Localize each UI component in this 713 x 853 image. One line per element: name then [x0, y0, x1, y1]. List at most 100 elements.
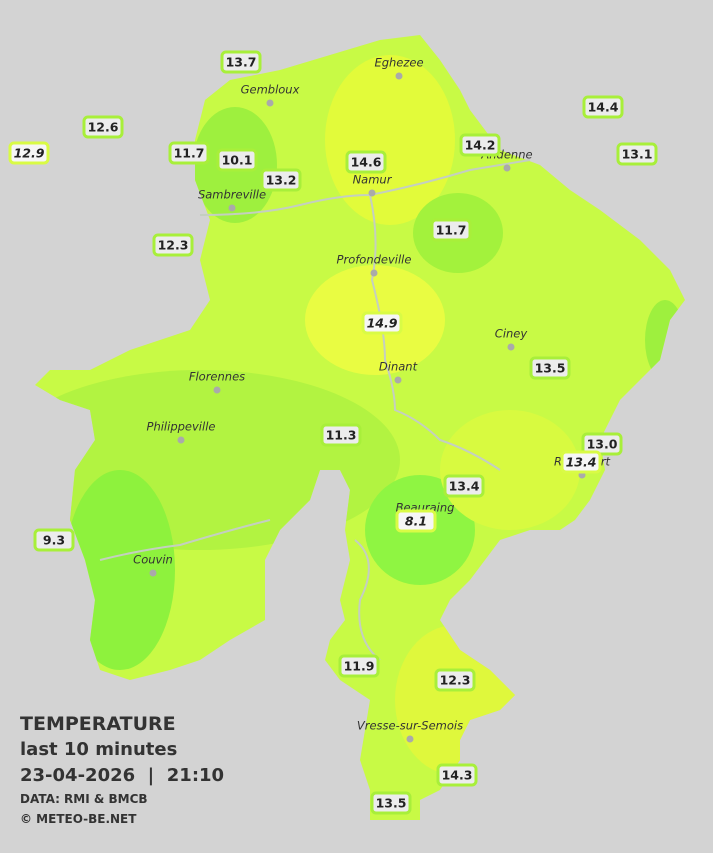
city-label: Dinant [379, 360, 418, 374]
station-box [581, 432, 623, 456]
station-box [338, 654, 380, 678]
station: 11.7 [430, 218, 472, 242]
station: 10.1 [216, 148, 258, 172]
stations: 13.7 12.6 12.9 11.7 10.1 13.2 14.6 14.2 14.4 13.1… [8, 50, 658, 815]
station-value: 9.3 [43, 533, 65, 548]
station: 12.3 [434, 668, 476, 692]
station-box [459, 133, 501, 157]
station-value: 14.2 [465, 138, 496, 153]
station-value: 13.5 [535, 361, 566, 376]
station-value: 12.9 [14, 146, 45, 161]
station-box [434, 668, 476, 692]
station: 13.2 [260, 168, 302, 192]
datetime: 23-04-2026 | 21:10 [20, 765, 224, 786]
city-dot [395, 72, 403, 80]
city-label: Couvin [133, 553, 173, 567]
map-subtitle: last 10 minutes [20, 739, 177, 760]
station-value: 10.1 [222, 153, 253, 168]
cities: EghezeeGemblouxAndenneNamurSambrevillePr… [133, 56, 611, 743]
city-label: Gembloux [241, 83, 300, 97]
station-value: 12.6 [88, 120, 119, 135]
station-box [216, 148, 258, 172]
station-box [345, 150, 387, 174]
station-value: 13.5 [376, 796, 407, 811]
city-dot [507, 343, 515, 351]
station-box [260, 168, 302, 192]
city-dot [266, 99, 274, 107]
station-value: 11.7 [436, 223, 467, 238]
station-box [82, 115, 124, 139]
city-label: Profondeville [337, 253, 412, 267]
station-value: 11.7 [174, 146, 205, 161]
station-box [436, 763, 478, 787]
station: 13.0 [581, 432, 623, 456]
station-value: 13.1 [622, 147, 653, 162]
station-box [220, 50, 262, 74]
city-label: Florennes [189, 370, 245, 384]
station-box [430, 218, 472, 242]
station-value: 13.0 [587, 437, 618, 452]
station-box [370, 791, 412, 815]
station: 12.6 [82, 115, 124, 139]
station-value: 8.1 [405, 514, 427, 529]
station-box [361, 311, 403, 335]
station-value: 12.3 [440, 673, 471, 688]
city-dot [368, 189, 376, 197]
station-value: 14.4 [588, 100, 619, 115]
city-label: Ciney [495, 327, 528, 341]
city-dot [228, 204, 236, 212]
city-dot [370, 269, 378, 277]
station: 12.3 [152, 233, 194, 257]
station-value: 13.4 [566, 455, 597, 470]
title-block: TEMPERATURE last 10 minutes 23-04-2026 |… [20, 713, 224, 826]
station-box [529, 356, 571, 380]
station: 11.9 [338, 654, 380, 678]
station: 9.3 [33, 528, 75, 552]
city-dot [213, 386, 221, 394]
city-dot [406, 735, 414, 743]
station: 14.4 [582, 95, 624, 119]
city-label: Eghezee [374, 56, 423, 70]
station: 8.1 [395, 509, 437, 533]
source: DATA: RMI & BMCB [20, 792, 148, 806]
station: 13.4 [443, 474, 485, 498]
city-label: Namur [353, 173, 393, 187]
station-value: 13.2 [266, 173, 297, 188]
station: 12.9 [8, 141, 50, 165]
station: 13.5 [529, 356, 571, 380]
station: 13.5 [370, 791, 412, 815]
station: 14.3 [436, 763, 478, 787]
station: 14.9 [361, 311, 403, 335]
city-dot [177, 436, 185, 444]
station: 14.2 [459, 133, 501, 157]
station-value: 13.4 [449, 479, 480, 494]
station-box [8, 141, 50, 165]
station-value: 13.7 [226, 55, 257, 70]
station-box [152, 233, 194, 257]
station-box [443, 474, 485, 498]
station: 11.3 [320, 423, 362, 447]
station-box [320, 423, 362, 447]
station-value: 14.6 [351, 155, 382, 170]
station-value: 12.3 [158, 238, 189, 253]
city-dot [149, 569, 157, 577]
credit: © METEO-BE.NET [20, 812, 137, 826]
station-value: 11.9 [344, 659, 375, 674]
station-box [395, 509, 437, 533]
station: 14.6 [345, 150, 387, 174]
station-value: 11.3 [326, 428, 357, 443]
station: 13.1 [616, 142, 658, 166]
city-label: Sambreville [198, 188, 266, 202]
city-label: Vresse-sur-Semois [357, 719, 463, 733]
station-box [168, 141, 210, 165]
station-box [33, 528, 75, 552]
map-title: TEMPERATURE [20, 713, 176, 735]
city-dot [503, 164, 511, 172]
station-value: 14.9 [367, 316, 398, 331]
station-value: 14.3 [442, 768, 473, 783]
station: 11.7 [168, 141, 210, 165]
station-box [616, 142, 658, 166]
station-box [582, 95, 624, 119]
station: 13.4 [560, 450, 602, 474]
